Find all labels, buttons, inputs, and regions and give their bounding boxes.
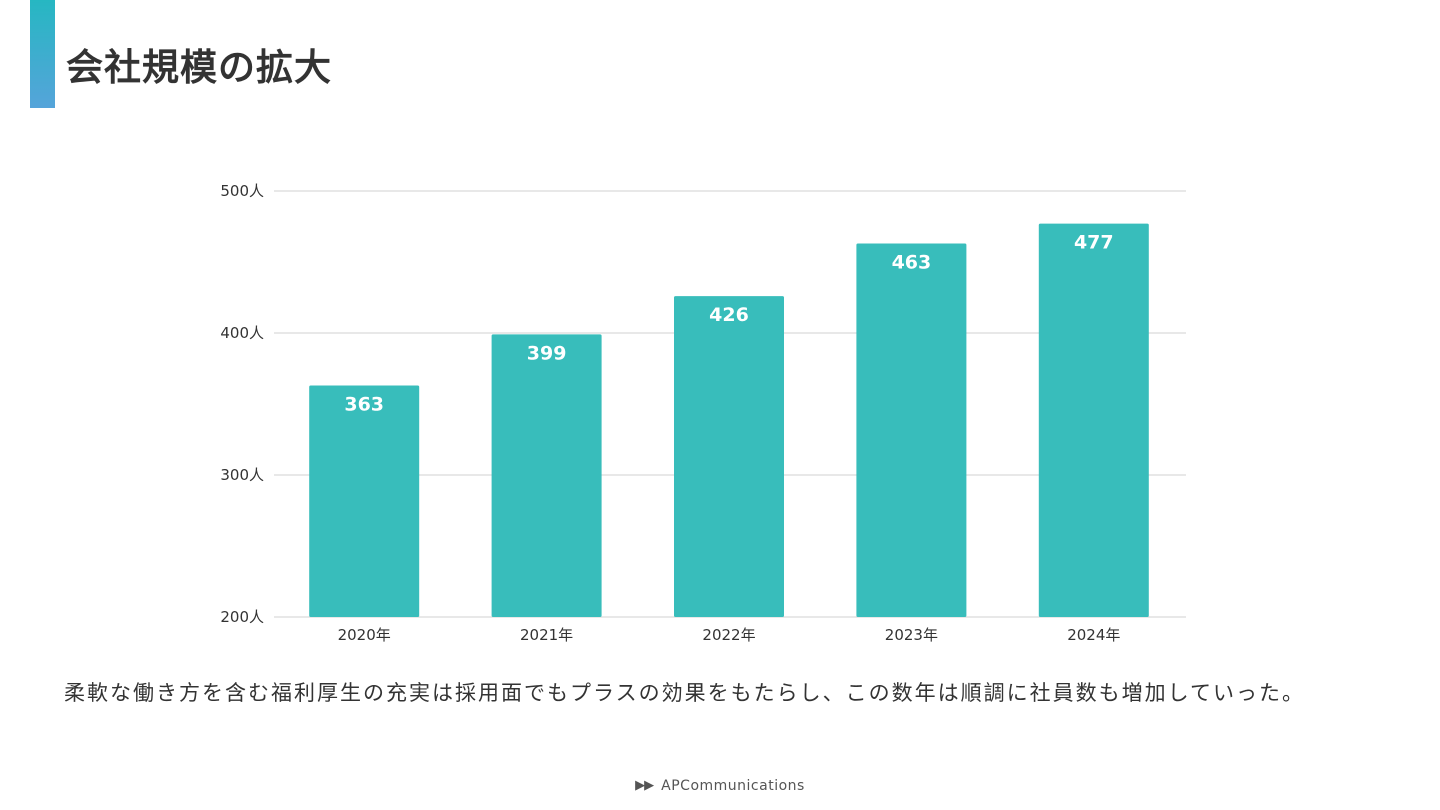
double-arrow-icon: ▶▶ — [635, 778, 654, 793]
bar-data-label: 477 — [1074, 232, 1114, 254]
footer-brand: APCommunications — [661, 778, 805, 794]
title-accent-bar — [30, 0, 55, 108]
footer-logo: ▶▶ APCommunications — [0, 778, 1440, 794]
bar — [491, 334, 602, 617]
y-tick-label: 300人 — [220, 466, 264, 484]
x-tick-label: 2022年 — [702, 626, 755, 644]
bar-data-label: 426 — [709, 304, 749, 326]
x-tick-label: 2023年 — [885, 626, 938, 644]
slide-caption: 柔軟な働き方を含む福利厚生の充実は採用面でもプラスの効果をもたらし、この数年は順… — [64, 681, 1305, 705]
bar-data-label: 363 — [344, 394, 384, 416]
x-tick-label: 2020年 — [338, 626, 391, 644]
y-tick-label: 500人 — [220, 182, 264, 200]
bar — [674, 296, 784, 617]
bar-data-label: 399 — [527, 342, 567, 364]
y-tick-label: 200人 — [220, 608, 264, 626]
bar — [309, 385, 420, 617]
bar — [1038, 223, 1149, 617]
y-tick-label: 400人 — [220, 324, 264, 342]
x-tick-label: 2021年 — [520, 626, 573, 644]
bar — [856, 243, 967, 618]
page-title: 会社規模の拡大 — [66, 46, 332, 89]
x-tick-label: 2024年 — [1067, 626, 1120, 644]
bar-data-label: 463 — [892, 252, 932, 274]
